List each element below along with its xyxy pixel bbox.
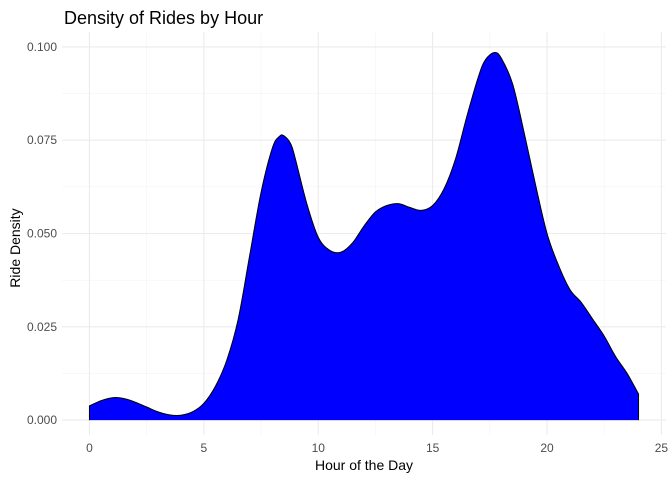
- x-tick-label: 25: [655, 441, 669, 455]
- y-axis-title: Ride Density: [7, 208, 23, 287]
- x-tick-label: 0: [86, 441, 93, 455]
- x-tick-label: 10: [312, 441, 326, 455]
- y-axis-ticks: 0.000 0.025 0.050 0.075 0.100: [27, 40, 57, 427]
- y-tick-label: 0.000: [27, 413, 57, 427]
- x-tick-label: 15: [426, 441, 440, 455]
- x-tick-label: 5: [201, 441, 208, 455]
- density-area: [89, 52, 639, 421]
- y-tick-label: 0.050: [27, 227, 57, 241]
- x-tick-label: 20: [540, 441, 554, 455]
- density-curve: [88, 51, 640, 421]
- y-tick-label: 0.075: [27, 133, 57, 147]
- y-tick-label: 0.025: [27, 320, 57, 334]
- x-axis-title: Hour of the Day: [315, 457, 413, 473]
- y-tick-label: 0.100: [27, 40, 57, 54]
- chart-title: Density of Rides by Hour: [64, 8, 263, 28]
- grid-lines: [62, 32, 666, 435]
- x-axis-ticks: 0 5 10 15 20 25: [86, 441, 668, 455]
